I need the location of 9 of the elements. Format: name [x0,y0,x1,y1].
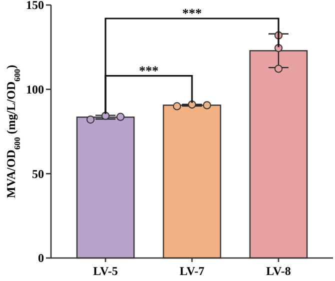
y-tick-label: 100 [26,82,44,97]
y-tick-label: 0 [38,251,44,266]
x-tick-label: LV-8 [266,264,291,278]
x-tick-label: LV-5 [93,264,118,278]
annotation: *** [139,62,158,78]
y-tick-label: 50 [32,166,44,181]
x-tick-label: LV-7 [180,264,204,278]
y-tick-label: 150 [26,0,44,12]
annotation: *** [182,5,202,20]
